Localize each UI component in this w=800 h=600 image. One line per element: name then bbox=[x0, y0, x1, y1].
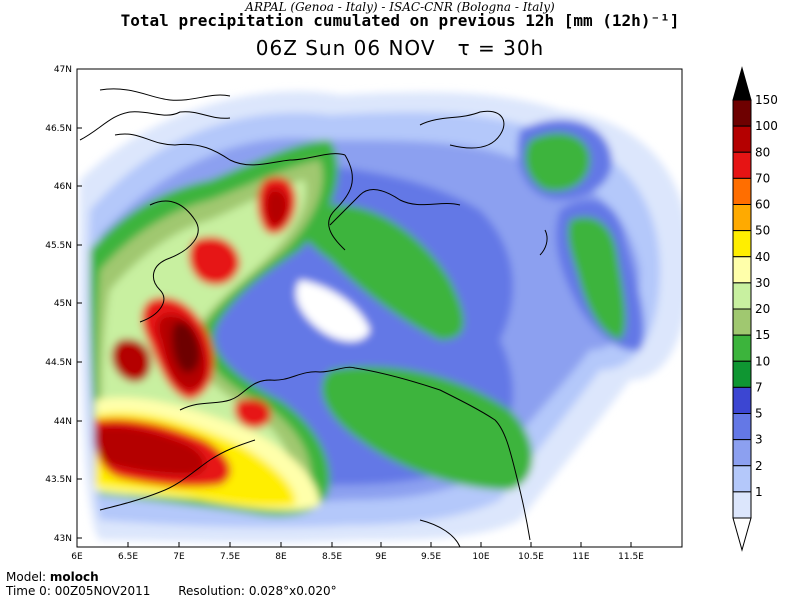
lon-tick-label: 9.5E bbox=[421, 552, 441, 562]
colorbar-label: 2 bbox=[755, 459, 763, 473]
colorbar-top-triangle bbox=[732, 66, 752, 101]
colorbar-label: 50 bbox=[755, 224, 770, 238]
colorbar-swatch bbox=[732, 204, 752, 232]
lon-axis: 6E 6.5E 7E 7.5E 8E 8.5E 9E 9.5E 10E 10.5… bbox=[71, 542, 644, 562]
model-name: moloch bbox=[49, 570, 99, 584]
colorbar-swatch bbox=[732, 413, 752, 441]
lat-tick-label: 46N bbox=[54, 182, 72, 192]
colorbar-swatch bbox=[732, 230, 752, 258]
lon-tick-label: 10E bbox=[472, 552, 489, 562]
colorbar: 150 100 80 70 60 50 40 30 20 15 10 7 5 3 2 1 bbox=[732, 66, 778, 552]
colorbar-label: 3 bbox=[755, 433, 763, 447]
time0-label: Time 0: bbox=[6, 584, 51, 598]
lon-tick-label: 9E bbox=[375, 552, 387, 562]
lat-tick-label: 46.5N bbox=[45, 124, 72, 134]
lat-tick-label: 44N bbox=[54, 417, 72, 427]
colorbar-swatch bbox=[732, 282, 752, 310]
colorbar-label: 1 bbox=[755, 485, 763, 499]
colorbar-swatch bbox=[732, 334, 752, 362]
lon-tick-label: 11.5E bbox=[618, 552, 644, 562]
colorbar-swatch bbox=[732, 99, 752, 127]
valid-time-line: 06Z Sun 06 NOV τ = 30h bbox=[0, 36, 800, 60]
model-label: Model: bbox=[6, 570, 47, 584]
colorbar-bottom-triangle bbox=[732, 517, 752, 552]
lat-tick-label: 43.5N bbox=[45, 475, 72, 485]
colorbar-label: 150 bbox=[755, 93, 778, 107]
valid-time: 06Z Sun 06 NOV bbox=[255, 36, 436, 60]
colorbar-label: 60 bbox=[755, 198, 770, 212]
colorbar-label: 5 bbox=[755, 407, 763, 421]
resolution-value: 0.028°x0.020° bbox=[248, 584, 337, 598]
colorbar-swatch bbox=[732, 177, 752, 205]
lon-tick-label: 8E bbox=[275, 552, 287, 562]
map-frame bbox=[76, 68, 683, 548]
colorbar-swatch bbox=[732, 308, 752, 336]
lon-tick-label: 8.5E bbox=[322, 552, 342, 562]
colorbar-swatch bbox=[732, 256, 752, 284]
lat-axis: 47N 46.5N 46N 45.5N 45N 44.5N 44N 43.5N … bbox=[45, 65, 82, 544]
colorbar-label: 20 bbox=[755, 302, 770, 316]
time0-value: 00Z05NOV2011 bbox=[54, 584, 151, 598]
lat-tick-label: 45.5N bbox=[45, 241, 72, 251]
model-info: Model: moloch bbox=[6, 570, 99, 584]
lat-tick-label: 47N bbox=[54, 65, 72, 75]
lat-tick-label: 45N bbox=[54, 299, 72, 309]
colorbar-swatch bbox=[732, 491, 752, 519]
map-title: Total precipitation cumulated on previou… bbox=[120, 11, 680, 30]
coastlines-and-borders bbox=[79, 88, 548, 547]
colorbar-swatch bbox=[732, 151, 752, 179]
resolution-label: Resolution: bbox=[178, 584, 245, 598]
colorbar-swatch bbox=[732, 360, 752, 388]
colorbar-label: 15 bbox=[755, 328, 770, 342]
institutions-credit: ARPAL (Genoa - Italy) - ISAC-CNR (Bologn… bbox=[245, 0, 555, 14]
lon-tick-label: 7E bbox=[173, 552, 185, 562]
forecast-lead-time: τ = 30h bbox=[457, 36, 545, 60]
colorbar-swatch bbox=[732, 125, 752, 153]
colorbar-label: 80 bbox=[755, 145, 770, 159]
colorbar-label: 7 bbox=[755, 380, 763, 394]
colorbar-swatch bbox=[732, 386, 752, 414]
colorbar-label: 30 bbox=[755, 276, 770, 290]
run-info: Time 0: 00Z05NOV2011 Resolution: 0.028°x… bbox=[6, 584, 337, 598]
lat-tick-label: 43N bbox=[54, 534, 72, 544]
colorbar-label: 10 bbox=[755, 354, 770, 368]
lon-tick-label: 10.5E bbox=[518, 552, 544, 562]
lon-tick-label: 7.5E bbox=[220, 552, 240, 562]
lon-tick-label: 6.5E bbox=[118, 552, 138, 562]
lat-tick-label: 44.5N bbox=[45, 358, 72, 368]
colorbar-swatch bbox=[732, 465, 752, 493]
lon-tick-label: 6E bbox=[71, 552, 83, 562]
colorbar-swatch bbox=[732, 439, 752, 467]
colorbar-label: 100 bbox=[755, 119, 778, 133]
precipitation-field bbox=[77, 69, 682, 547]
colorbar-label: 70 bbox=[755, 171, 770, 185]
lon-tick-label: 11E bbox=[572, 552, 589, 562]
colorbar-label: 40 bbox=[755, 250, 770, 264]
